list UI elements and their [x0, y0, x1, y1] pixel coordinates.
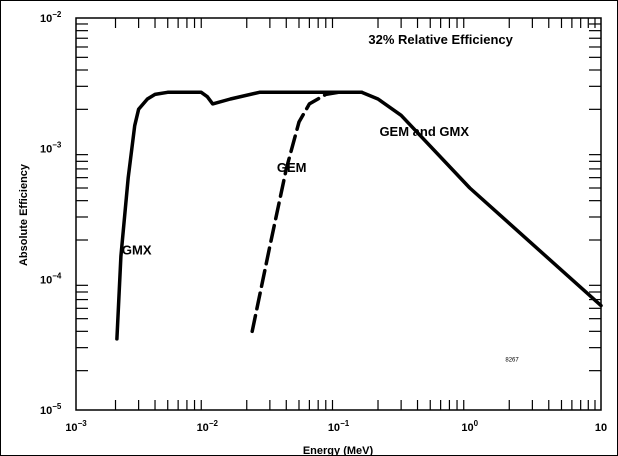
y-tick-label: 10−2 [40, 10, 62, 25]
tick-layer: 10−3 10−2 10−1 100 10 10−5 10−4 10−3 10−2 [40, 10, 607, 434]
x-tick-label: 10 [595, 422, 607, 434]
annotation: 8267 [505, 357, 519, 363]
x-tick-label: 100 [461, 419, 478, 434]
annotation: GEM [277, 160, 307, 175]
series-layer [115, 90, 603, 341]
annotation: GMX [122, 242, 152, 257]
series-line-gmx [115, 90, 603, 341]
y-tick-label: 10−5 [40, 402, 62, 417]
x-axis-label: Energy (MeV) [303, 445, 374, 456]
annotation: GEM and GMX [379, 124, 469, 139]
x-tick-label: 10−2 [197, 419, 219, 434]
y-axis-label: Absolute Efficiency [18, 163, 30, 266]
plot-frame [75, 17, 602, 411]
x-tick-label: 10−3 [65, 419, 87, 434]
series-line-gem [250, 90, 364, 334]
annotation: 32% Relative Efficiency [368, 32, 513, 47]
y-tick-label: 10−4 [40, 271, 62, 286]
x-tick-label: 10−1 [328, 419, 350, 434]
y-tick-label: 10−3 [40, 141, 62, 156]
annotation-layer: 32% Relative Efficiency GEM and GMX GEM GMX… [122, 32, 519, 363]
